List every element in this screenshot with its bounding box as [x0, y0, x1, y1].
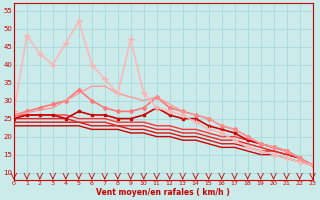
- X-axis label: Vent moyen/en rafales ( km/h ): Vent moyen/en rafales ( km/h ): [96, 188, 230, 197]
